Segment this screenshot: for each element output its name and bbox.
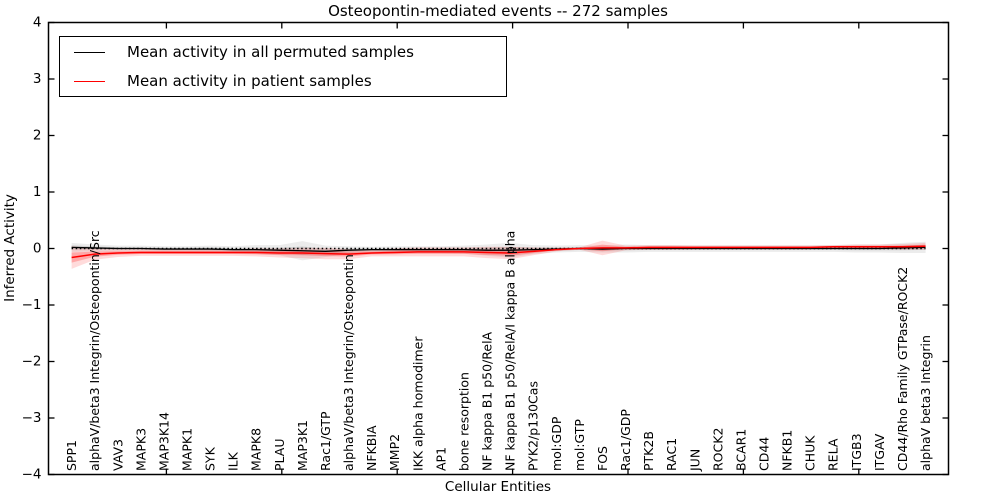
x-tick-label: NF kappa B1 p50/RelA/I kappa B alpha (503, 231, 518, 471)
legend-item-patient: Mean activity in patient samples (74, 70, 506, 92)
x-tick-label: ROCK2 (710, 428, 725, 471)
x-tick-label: SPP1 (64, 440, 79, 471)
y-tick-label: −3 (22, 410, 42, 426)
x-axis-label: Cellular Entities (444, 479, 552, 495)
x-tick-label: SYK (203, 446, 218, 471)
permuted-line-swatch (74, 51, 105, 53)
x-tick-label: Rac1/GTP (318, 411, 333, 471)
x-tick-label: mol:GTP (572, 419, 587, 471)
y-tick-label: 1 (33, 184, 42, 200)
x-tick-label: MAP3K14 (156, 412, 171, 471)
legend-label: Mean activity in patient samples (127, 72, 372, 90)
y-tick-label: 0 (33, 241, 42, 257)
x-tick-label: PTK2B (641, 431, 656, 471)
x-tick-label: ILK (226, 451, 241, 471)
y-tick-label: 4 (33, 15, 42, 31)
y-tick-label: −2 (22, 354, 42, 370)
x-tick-label: RELA (826, 438, 841, 471)
legend-item-permuted: Mean activity in all permuted samples (74, 41, 506, 63)
x-tick-label: MAPK3 (133, 428, 148, 471)
x-tick-label: alphaV/beta3 Integrin/Osteopontin/Src (87, 230, 102, 471)
x-tick-label: NF kappa B1 p50/RelA (480, 331, 495, 471)
x-tick-label: alphaV/beta3 Integrin/Osteopontin (341, 254, 356, 471)
x-tick-label: NFKBIA (364, 425, 379, 471)
x-tick-label: AP1 (433, 447, 448, 471)
x-tick-label: NFKB1 (780, 430, 795, 471)
y-tick-label: 2 (33, 128, 42, 144)
x-tick-label: MAPK1 (180, 428, 195, 471)
x-tick-label: VAV3 (110, 439, 125, 471)
x-tick-label: CD44/Rho Family GTPase/ROCK2 (895, 267, 910, 471)
x-tick-label: MAPK8 (249, 428, 264, 471)
x-tick-label: MMP2 (387, 434, 402, 471)
x-tick-label: bone resorption (456, 372, 471, 471)
patient-mean-line (71, 245, 926, 259)
legend-label: Mean activity in all permuted samples (127, 43, 414, 61)
x-tick-label: ITGAV (872, 433, 887, 471)
permuted-mean-line (71, 246, 926, 252)
x-tick-label: Rac1/GDP (618, 409, 633, 471)
patient-samples-band (71, 244, 926, 263)
y-tick-label: −4 (22, 467, 42, 483)
x-tick-label: FOS (595, 446, 610, 471)
legend: Mean activity in all permuted samples Me… (59, 36, 507, 97)
x-tick-label: alphaV beta3 Integrin (918, 335, 933, 471)
patient-line-swatch (74, 80, 105, 82)
x-tick-label: JUN (687, 449, 702, 472)
x-tick-label: ITGB3 (849, 433, 864, 471)
x-tick-label: IKK alpha homodimer (410, 336, 425, 471)
x-tick-label: PLAU (272, 439, 287, 472)
y-tick-label: −1 (22, 297, 42, 313)
y-axis-label: Inferred Activity (2, 194, 18, 302)
x-tick-label: CD44 (757, 437, 772, 471)
y-tick-label: 3 (33, 71, 42, 87)
x-tick-label: mol:GDP (549, 416, 564, 471)
x-tick-label: CHUK (803, 435, 818, 471)
x-tick-label: BCAR1 (733, 429, 748, 471)
x-tick-label: MAP3K1 (295, 420, 310, 471)
x-tick-label: PYK2/p130Cas (526, 381, 541, 471)
x-tick-label: RAC1 (664, 438, 679, 471)
chart-title: Osteopontin-mediated events -- 272 sampl… (328, 2, 668, 20)
